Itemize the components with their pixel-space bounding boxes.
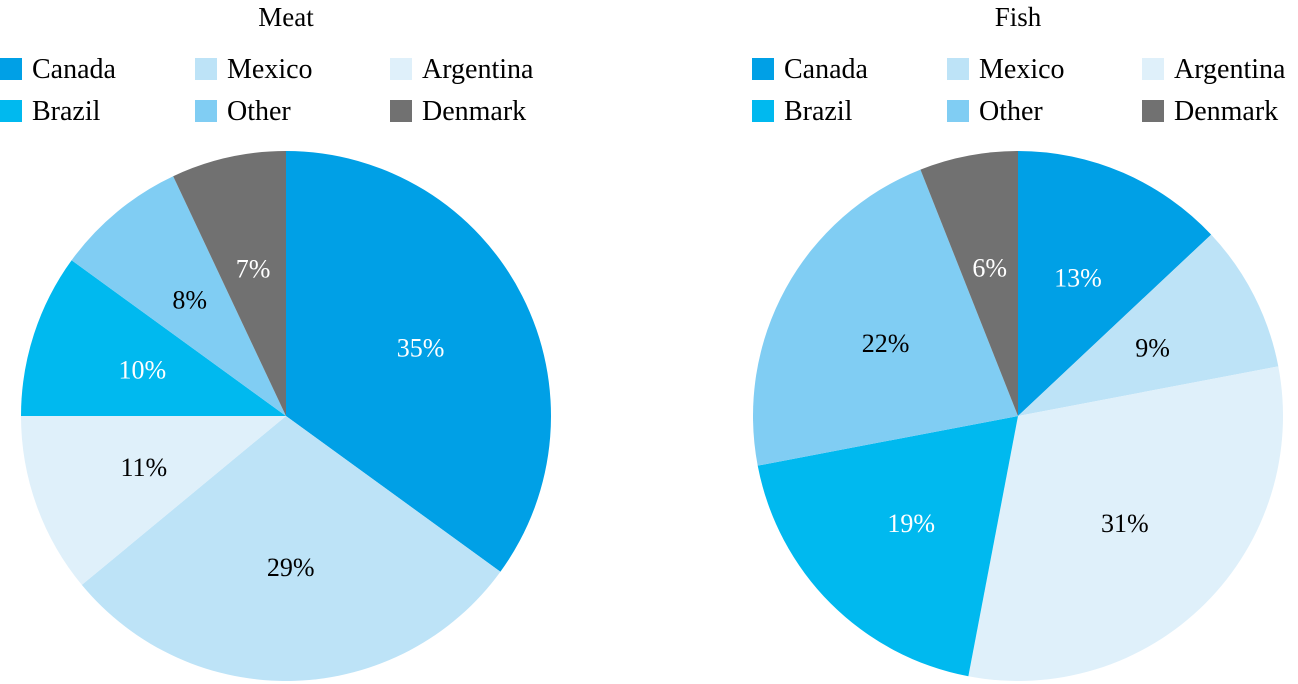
legend-swatch — [0, 58, 22, 80]
data-label-brazil: 10% — [119, 355, 167, 384]
legend-label: Brazil — [32, 96, 101, 127]
data-label-denmark: 6% — [972, 254, 1007, 283]
data-label-other: 22% — [862, 329, 910, 358]
meat-chart-title: Meat — [258, 2, 314, 32]
legend-label: Canada — [784, 54, 869, 85]
slice-denmark — [920, 151, 1018, 416]
legend-item-canada: Canada — [752, 54, 869, 85]
legend-swatch — [752, 100, 774, 122]
data-label-argentina: 31% — [1101, 509, 1149, 538]
legend-swatch — [0, 100, 22, 122]
legend-item-brazil: Brazil — [752, 96, 853, 127]
fish-chart-title: Fish — [995, 2, 1042, 32]
legend-item-argentina: Argentina — [1142, 54, 1286, 85]
slice-denmark — [173, 151, 286, 416]
slice-canada — [286, 151, 551, 572]
meat-pie-chart: Meat Canada Mexico Argentina Brazil Other Denm… — [0, 2, 551, 681]
legend-item-other: Other — [947, 96, 1043, 127]
legend-swatch — [1142, 100, 1164, 122]
fish-pie-chart: Fish Canada Mexico Argentina Brazil Other Denm… — [752, 2, 1286, 681]
legend-item-mexico: Mexico — [947, 54, 1065, 85]
legend-item-argentina: Argentina — [390, 54, 534, 85]
slice-argentina — [968, 366, 1283, 681]
legend-label: Other — [227, 96, 291, 127]
legend-item-other: Other — [195, 96, 291, 127]
data-label-argentina: 11% — [121, 453, 168, 482]
legend-swatch — [195, 58, 217, 80]
legend-item-canada: Canada — [0, 54, 117, 85]
legend-label: Denmark — [1174, 96, 1278, 127]
legend-item-denmark: Denmark — [390, 96, 526, 127]
legend-label: Argentina — [422, 54, 534, 85]
legend-swatch — [390, 100, 412, 122]
legend-label: Mexico — [227, 54, 313, 85]
legend-swatch — [195, 100, 217, 122]
legend-label: Denmark — [422, 96, 526, 127]
data-label-denmark: 7% — [236, 255, 271, 284]
data-label-mexico: 29% — [267, 553, 315, 582]
legend-item-brazil: Brazil — [0, 96, 101, 127]
data-label-canada: 13% — [1054, 263, 1102, 292]
slice-brazil — [757, 416, 1018, 677]
legend-item-denmark: Denmark — [1142, 96, 1278, 127]
slice-mexico — [81, 416, 501, 681]
legend-label: Mexico — [979, 54, 1065, 85]
legend-swatch — [947, 100, 969, 122]
slice-mexico — [1018, 234, 1279, 416]
slice-canada — [1018, 151, 1212, 416]
legend-label: Brazil — [784, 96, 853, 127]
data-label-other: 8% — [172, 286, 207, 315]
legend-swatch — [752, 58, 774, 80]
legend-label: Argentina — [1174, 54, 1286, 85]
legend-swatch — [1142, 58, 1164, 80]
slice-other — [753, 169, 1018, 466]
legend-swatch — [390, 58, 412, 80]
slice-argentina — [21, 416, 286, 585]
slice-brazil — [21, 260, 286, 416]
slice-other — [71, 176, 286, 416]
data-label-brazil: 19% — [887, 509, 935, 538]
legend-label: Other — [979, 96, 1043, 127]
data-label-mexico: 9% — [1135, 333, 1170, 362]
legend-item-mexico: Mexico — [195, 54, 313, 85]
legend-swatch — [947, 58, 969, 80]
legend-label: Canada — [32, 54, 117, 85]
data-label-canada: 35% — [397, 333, 445, 362]
